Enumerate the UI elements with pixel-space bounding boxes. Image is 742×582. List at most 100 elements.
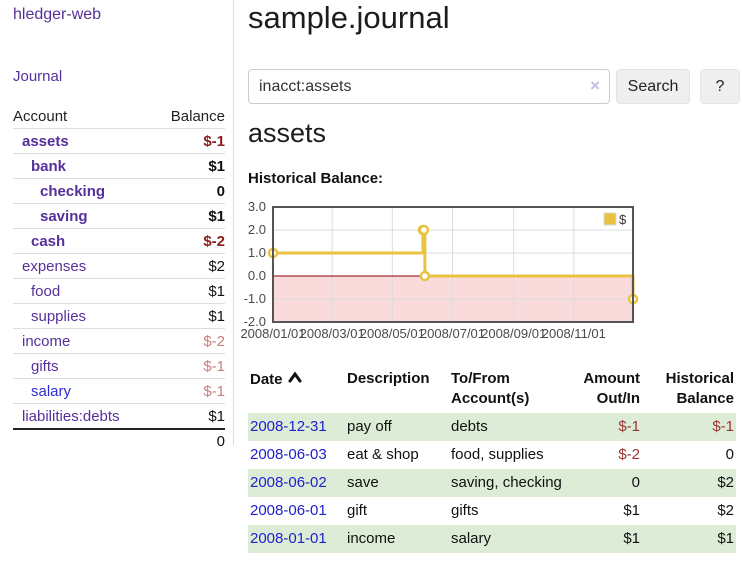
accounts-table-header: Account Balance — [13, 104, 225, 128]
account-link-saving[interactable]: saving — [40, 207, 88, 225]
date-column-label: Date — [250, 371, 283, 388]
transaction-accounts: food, supplies — [451, 446, 544, 463]
account-balance: $-2 — [203, 332, 225, 350]
historical-balance-chart: $3.0 2.0 1.0 0.0 -1.0 -2.0 2008/01/01 2008/03/0… — [240, 199, 640, 342]
account-heading: assets — [248, 118, 327, 148]
transaction-date-link[interactable]: 2008-06-03 — [250, 446, 327, 463]
transaction-accounts: saving, checking — [449, 469, 564, 497]
transaction-description: eat & shop — [347, 446, 419, 463]
svg-text:2008/07/01: 2008/07/01 — [420, 326, 485, 341]
account-link-salary[interactable]: salary — [31, 382, 72, 400]
account-balance: $-1 — [203, 357, 225, 375]
transaction-description: gift — [347, 502, 368, 519]
sidebar-item-journal[interactable]: Journal — [13, 68, 63, 85]
search-input[interactable] — [248, 69, 610, 104]
account-link-cash[interactable]: cash — [31, 232, 66, 250]
transaction-accounts: debts — [449, 413, 564, 441]
transaction-balance: $1 — [642, 525, 736, 553]
transaction-balance: $-1 — [642, 413, 736, 441]
register-header-row: Date Description To/From Account(s) Amou… — [248, 363, 736, 413]
transaction-accounts: gifts — [451, 502, 479, 519]
sort-ascending-icon — [288, 369, 302, 389]
accounts-table: Account Balance assets $-1 bank $1 check… — [13, 104, 225, 453]
sidebar-divider — [233, 0, 234, 445]
account-balance: 0 — [216, 182, 225, 200]
brand-link[interactable]: hledger-web — [13, 6, 102, 23]
transaction-date-link[interactable]: 2008-01-01 — [250, 530, 327, 547]
account-balance: $1 — [208, 307, 225, 325]
svg-text:2008/09/01: 2008/09/01 — [481, 326, 546, 341]
svg-text:$: $ — [619, 212, 627, 227]
column-header-accounts: To/From Account(s) — [451, 370, 530, 407]
page-title: sample.journal — [248, 0, 450, 35]
svg-text:2008/01/01: 2008/01/01 — [240, 326, 305, 341]
svg-text:-2.0: -2.0 — [244, 314, 266, 329]
svg-text:2008/03/01: 2008/03/01 — [300, 326, 365, 341]
account-balance: $1 — [208, 407, 225, 425]
transaction-balance: $2 — [717, 502, 734, 519]
help-button[interactable]: ? — [700, 69, 740, 104]
table-row: 2008-01-01 income salary $1 $1 — [248, 525, 736, 553]
account-row: cash $-2 — [13, 228, 225, 253]
transaction-date-link[interactable]: 2008-06-02 — [250, 474, 327, 491]
transaction-date-link[interactable]: 2008-12-31 — [250, 418, 327, 435]
svg-text:3.0: 3.0 — [248, 200, 266, 214]
account-row: income $-2 — [13, 328, 225, 353]
account-link-checking[interactable]: checking — [40, 182, 106, 200]
transaction-balance: $2 — [642, 469, 736, 497]
account-balance: $1 — [208, 157, 225, 175]
svg-text:0.0: 0.0 — [248, 268, 266, 283]
account-balance: $1 — [208, 207, 225, 225]
account-row: saving $1 — [13, 203, 225, 228]
chart-label: Historical Balance: — [248, 170, 384, 187]
account-link-assets[interactable]: assets — [22, 132, 69, 150]
column-header-amount: Amount Out/In — [583, 370, 640, 407]
table-row: 2008-06-02 save saving, checking 0 $2 — [248, 469, 736, 497]
transaction-amount: $1 — [623, 502, 640, 519]
account-link-bank[interactable]: bank — [31, 157, 67, 175]
account-row: liabilities:debts $1 — [13, 403, 225, 428]
table-row: 2008-12-31 pay off debts $-1 $-1 — [248, 413, 736, 441]
account-row: bank $1 — [13, 153, 225, 178]
svg-text:2008/11/01: 2008/11/01 — [542, 326, 606, 341]
transaction-description: pay off — [345, 413, 449, 441]
clear-search-icon[interactable]: × — [590, 76, 600, 95]
table-row: 2008-06-03 eat & shop food, supplies $-2… — [248, 441, 736, 469]
account-link-food[interactable]: food — [31, 282, 61, 300]
account-row: expenses $2 — [13, 253, 225, 278]
svg-text:2.0: 2.0 — [248, 222, 266, 237]
account-balance: $-1 — [203, 132, 225, 150]
search-bar: × — [248, 69, 610, 104]
account-link-liabilities-debts[interactable]: liabilities:debts — [22, 407, 120, 425]
transaction-amount: $-1 — [564, 413, 642, 441]
transaction-accounts: salary — [449, 525, 564, 553]
column-header-balance: Historical Balance — [665, 370, 734, 407]
account-column-header: Account — [13, 107, 68, 125]
transaction-date-link[interactable]: 2008-06-01 — [250, 502, 327, 519]
account-row: assets $-1 — [13, 128, 225, 153]
column-header-date[interactable]: Date — [248, 363, 345, 413]
svg-text:1.0: 1.0 — [248, 245, 266, 260]
transaction-amount: $-2 — [618, 446, 640, 463]
account-row: food $1 — [13, 278, 225, 303]
transaction-description: income — [345, 525, 449, 553]
transaction-balance: 0 — [725, 446, 734, 463]
register-table: Date Description To/From Account(s) Amou… — [248, 363, 736, 553]
balance-column-header: Balance — [170, 107, 225, 125]
account-link-supplies[interactable]: supplies — [31, 307, 87, 325]
account-balance: $1 — [208, 282, 225, 300]
account-link-expenses[interactable]: expenses — [22, 257, 87, 275]
accounts-total-value: 0 — [216, 433, 225, 450]
account-row: checking 0 — [13, 178, 225, 203]
svg-text:2008/05/01: 2008/05/01 — [360, 326, 425, 341]
transaction-amount: 0 — [564, 469, 642, 497]
table-row: 2008-06-01 gift gifts $1 $2 — [248, 497, 736, 525]
account-row: salary $-1 — [13, 378, 225, 403]
account-link-income[interactable]: income — [22, 332, 71, 350]
account-balance: $2 — [208, 257, 225, 275]
search-button[interactable]: Search — [616, 69, 690, 104]
accounts-total-row: 0 — [13, 428, 225, 453]
account-balance: $-2 — [203, 232, 225, 250]
account-link-gifts[interactable]: gifts — [31, 357, 59, 375]
